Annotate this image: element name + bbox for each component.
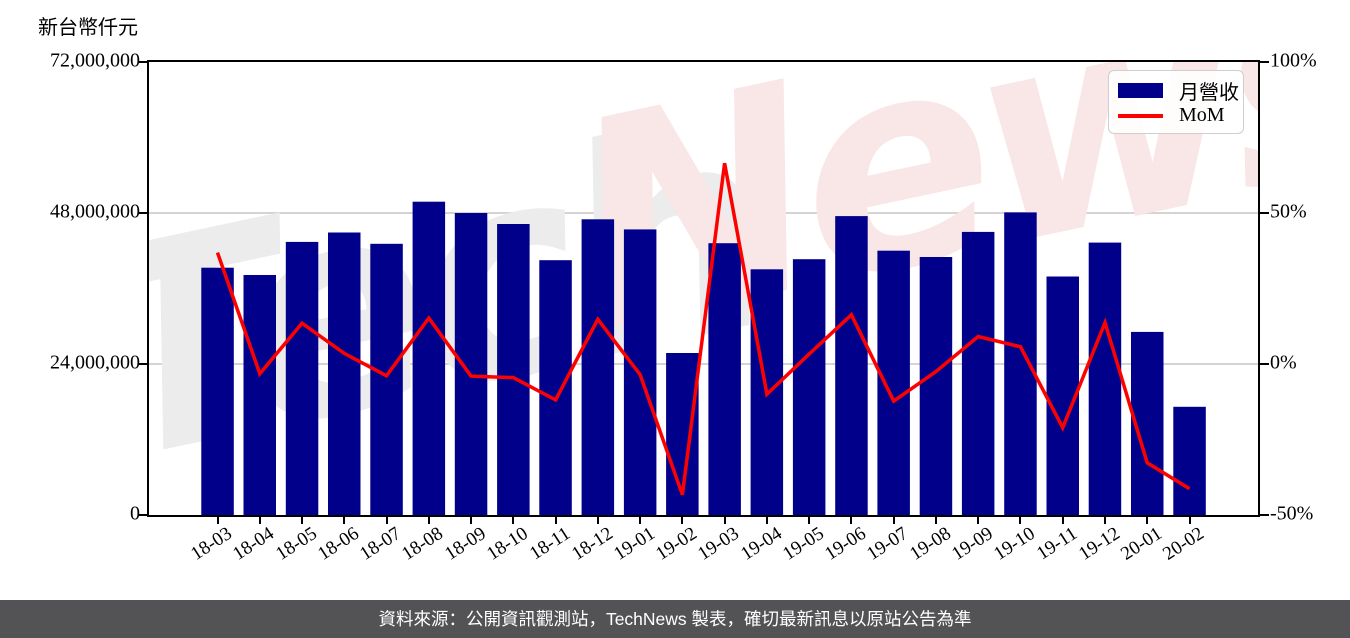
left-axis-tick-label: 0 xyxy=(130,502,140,525)
plot-area: Tech News 月營收 MoM xyxy=(147,60,1260,517)
x-axis-tick-label: 19-03 xyxy=(694,523,744,565)
x-axis-tick xyxy=(977,516,980,524)
x-axis-tick xyxy=(934,516,937,524)
x-axis-tick xyxy=(343,516,346,524)
grid-line xyxy=(149,212,1258,214)
series-layer xyxy=(201,162,1206,515)
revenue-bar-19-05 xyxy=(792,259,826,515)
x-axis-tick xyxy=(258,516,261,524)
x-axis-tick xyxy=(639,516,642,524)
x-axis-tick xyxy=(1188,516,1191,524)
x-axis-tick xyxy=(681,516,684,524)
x-axis-tick-label: 19-04 xyxy=(736,523,786,565)
x-axis-tick xyxy=(470,516,473,524)
revenue-bar-19-12 xyxy=(1088,242,1122,515)
x-axis-tick-label: 19-12 xyxy=(1074,523,1124,565)
revenue-bar-19-10 xyxy=(1004,212,1037,515)
revenue-bar-18-11 xyxy=(539,260,572,515)
x-axis-tick-label: 18-12 xyxy=(567,523,617,565)
revenue-bar-18-07 xyxy=(370,243,403,515)
legend-label-mom: MoM xyxy=(1179,104,1225,126)
x-axis-tick xyxy=(1103,516,1106,524)
x-axis-tick-label: 18-03 xyxy=(187,523,236,565)
x-axis-tick xyxy=(1061,516,1064,524)
revenue-bar-20-02 xyxy=(1173,406,1206,515)
right-axis-tick-label: 0% xyxy=(1270,351,1297,374)
x-axis-tick xyxy=(765,516,768,524)
revenue-swatch-icon xyxy=(1118,83,1163,98)
x-axis-tick-label: 18-09 xyxy=(440,523,490,565)
x-axis-tick-label: 18-11 xyxy=(526,523,575,565)
revenue-bar-18-09 xyxy=(454,213,488,515)
legend: 月營收 MoM xyxy=(1108,70,1244,134)
right-axis-tick-label: -50% xyxy=(1270,502,1314,525)
x-axis-tick-label: 19-08 xyxy=(905,523,955,565)
mom-swatch-icon xyxy=(1118,113,1163,118)
legend-entry-mom: MoM xyxy=(1118,103,1243,128)
x-axis-tick-label: 19-10 xyxy=(990,523,1039,565)
revenue-bar-18-10 xyxy=(497,224,530,515)
x-axis-tick xyxy=(301,516,304,524)
source-footer: 資料來源：公開資訊觀測站，TechNews 製表，確切最新訊息以原站公告為準 xyxy=(0,600,1350,638)
revenue-bar-18-03 xyxy=(201,267,234,515)
x-axis-tick-label: 18-10 xyxy=(483,523,532,565)
left-axis-tick-label: 72,000,000 xyxy=(50,49,140,72)
revenue-bar-19-06 xyxy=(835,216,868,515)
left-axis-unit-label: 新台幣仟元 xyxy=(38,17,138,39)
x-axis-tick-label: 19-05 xyxy=(778,523,828,565)
revenue-bar-19-09 xyxy=(961,231,995,515)
mom-line xyxy=(215,162,1191,496)
right-axis-tick-label: 100% xyxy=(1270,49,1317,72)
grid-line xyxy=(149,363,1258,365)
revenue-bar-19-03 xyxy=(708,243,741,515)
legend-entry-revenue: 月營收 xyxy=(1118,78,1243,104)
revenue-bar-18-08 xyxy=(412,201,446,515)
x-axis-tick-label: 19-09 xyxy=(948,523,997,565)
x-axis-tick-label: 20-01 xyxy=(1117,523,1166,565)
revenue-bar-19-07 xyxy=(877,250,910,515)
revenue-bar-18-04 xyxy=(243,275,276,515)
x-axis-tick xyxy=(596,516,599,524)
x-axis-tick-label: 20-02 xyxy=(1159,523,1208,565)
x-axis-tick xyxy=(385,516,388,524)
revenue-bar-18-12 xyxy=(581,219,615,515)
revenue-bar-19-11 xyxy=(1046,276,1079,515)
x-axis-tick-label: 18-06 xyxy=(314,523,363,565)
legend-label-revenue: 月營收 xyxy=(1179,82,1239,104)
x-axis-tick xyxy=(808,516,811,524)
left-axis-tick xyxy=(139,61,148,63)
x-axis-tick xyxy=(1019,516,1022,524)
x-axis-tick-label: 18-05 xyxy=(271,523,321,565)
x-axis-tick xyxy=(427,516,430,524)
x-axis-tick xyxy=(554,516,557,524)
x-axis-tick-label: 19-11 xyxy=(1033,523,1082,565)
revenue-bar-18-06 xyxy=(328,232,361,515)
x-axis-tick-label: 19-07 xyxy=(863,523,913,565)
x-axis-tick-label: 18-08 xyxy=(398,523,448,565)
right-axis-tick xyxy=(1260,61,1269,63)
x-axis-tick-label: 19-06 xyxy=(821,523,870,565)
left-axis-tick-label: 48,000,000 xyxy=(50,200,140,223)
right-axis-tick xyxy=(1260,514,1269,516)
x-axis-tick xyxy=(216,516,219,524)
x-axis-tick xyxy=(512,516,515,524)
left-axis-tick xyxy=(139,514,148,516)
x-axis-tick xyxy=(850,516,853,524)
right-axis-tick-label: 50% xyxy=(1270,200,1307,223)
revenue-bar-19-08 xyxy=(919,257,953,515)
left-axis-tick-label: 24,000,000 xyxy=(50,351,140,374)
revenue-bar-18-05 xyxy=(285,241,319,515)
x-axis-tick-label: 19-02 xyxy=(652,523,701,565)
x-axis-tick xyxy=(723,516,726,524)
x-axis-tick-label: 19-01 xyxy=(609,523,659,565)
left-axis-tick xyxy=(139,363,148,365)
x-axis-tick xyxy=(1146,516,1149,524)
left-axis-tick xyxy=(139,212,148,214)
x-axis-tick-label: 18-07 xyxy=(356,523,405,565)
x-axis-tick xyxy=(892,516,895,524)
x-axis-tick-label: 18-04 xyxy=(229,523,279,565)
right-axis-tick xyxy=(1260,363,1269,365)
right-axis-tick xyxy=(1260,212,1269,214)
